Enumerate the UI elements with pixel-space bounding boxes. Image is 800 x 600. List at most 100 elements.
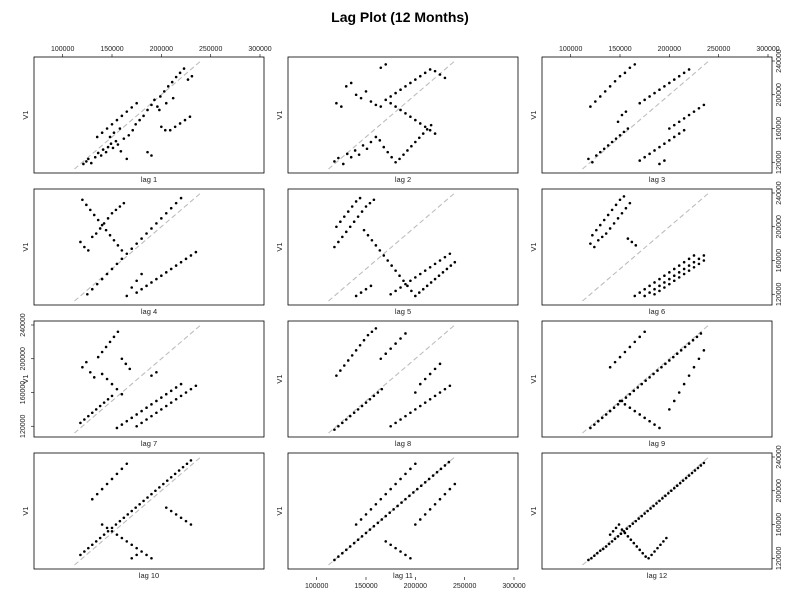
data-point [384, 492, 388, 496]
data-point [114, 208, 118, 212]
data-point [702, 259, 706, 262]
data-point [389, 292, 392, 296]
data-point [358, 343, 362, 347]
data-point [644, 555, 647, 558]
data-point [138, 118, 141, 122]
data-point [122, 516, 126, 520]
data-point [687, 474, 691, 477]
data-point [116, 330, 120, 334]
data-point [610, 540, 614, 543]
data-point [682, 267, 686, 271]
data-point [604, 413, 608, 416]
data-point [438, 73, 442, 76]
data-point [437, 274, 441, 277]
data-point [384, 98, 388, 102]
data-point [697, 357, 701, 361]
data-point [647, 556, 650, 560]
data-point [99, 154, 103, 157]
data-point [441, 271, 445, 274]
data-point [90, 543, 94, 547]
data-point [634, 519, 638, 523]
data-point [638, 291, 642, 294]
data-point [179, 260, 183, 264]
panel-ylabel: V1 [275, 506, 284, 515]
reference-line [582, 456, 710, 566]
data-point [369, 140, 373, 144]
data-point [96, 355, 100, 359]
data-point [653, 281, 656, 284]
y-tick-label: 240000 [776, 49, 783, 72]
data-point [616, 535, 620, 538]
data-point [428, 265, 432, 269]
data-point [169, 475, 173, 479]
data-point [106, 217, 110, 220]
x-tick-label: 150000 [608, 46, 631, 53]
data-point [439, 467, 443, 471]
data-point [598, 549, 602, 552]
data-point [638, 413, 642, 416]
data-point [399, 108, 402, 112]
data-point [378, 139, 382, 142]
data-point [145, 418, 148, 421]
data-point [429, 123, 433, 127]
data-point [179, 196, 183, 200]
data-point [88, 370, 92, 374]
y-tick-label: 160000 [776, 117, 783, 140]
data-point [425, 284, 429, 288]
data-point [178, 71, 182, 75]
data-point [374, 502, 378, 506]
data-point [428, 68, 432, 71]
data-point [354, 523, 358, 526]
data-point [660, 365, 663, 369]
data-point [433, 277, 437, 281]
data-point [189, 523, 193, 526]
data-point [433, 262, 437, 266]
data-point [374, 135, 378, 139]
data-point [618, 198, 622, 202]
reference-line [582, 60, 710, 170]
data-point [135, 279, 138, 283]
data-point [418, 122, 422, 125]
data-point [354, 294, 358, 298]
data-point [653, 550, 656, 553]
data-point [350, 354, 354, 357]
data-point [677, 74, 681, 78]
data-point [184, 519, 188, 523]
data-point [635, 545, 639, 548]
y-tick-label: 200000 [776, 215, 783, 238]
panel-frame [287, 188, 519, 306]
data-point [596, 551, 599, 555]
panel-xlabel: lag 4 [141, 307, 157, 316]
data-point [404, 414, 407, 418]
data-point [687, 264, 691, 267]
data-point [587, 157, 590, 161]
data-point [610, 140, 614, 144]
chart-title: Lag Plot (12 Months) [331, 9, 469, 25]
data-point [682, 382, 686, 386]
data-point [687, 269, 691, 272]
data-point [335, 101, 338, 105]
data-point [679, 349, 683, 352]
data-point [653, 91, 656, 95]
data-point [360, 535, 364, 538]
y-tick-label: 120000 [20, 414, 27, 437]
data-point [105, 127, 109, 130]
data-point [453, 260, 457, 264]
data-point [349, 155, 353, 159]
data-point [189, 459, 193, 462]
data-point [138, 502, 141, 506]
data-point [591, 160, 594, 164]
data-point [595, 228, 598, 232]
data-point [118, 127, 122, 130]
data-point [614, 137, 618, 140]
panel-ylabel: V1 [529, 242, 538, 251]
data-point [95, 282, 99, 286]
data-point [623, 71, 627, 75]
data-point [681, 479, 685, 482]
data-point [114, 139, 118, 143]
data-point [169, 206, 173, 210]
data-point [115, 262, 119, 266]
data-point [125, 110, 129, 113]
data-point [453, 482, 457, 486]
data-point [174, 75, 178, 79]
